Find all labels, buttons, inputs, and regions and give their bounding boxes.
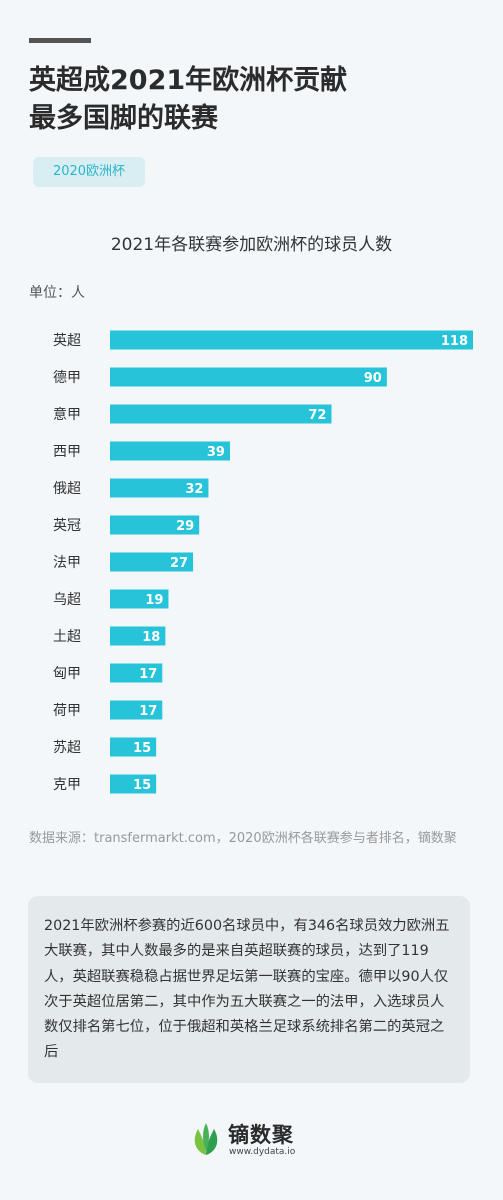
bar-value-label: 29 (176, 519, 194, 534)
category-label: 克甲 (53, 777, 81, 793)
category-label: 德甲 (53, 370, 81, 386)
bar[interactable] (110, 367, 387, 387)
brand-logo: 镝数聚 www.dydata.io (190, 1119, 320, 1163)
source-note: 数据来源：transfermarkt.com，2020欧洲杯各联赛参与者排名，镝… (29, 831, 457, 846)
bar[interactable] (110, 552, 194, 572)
bar[interactable] (110, 441, 230, 461)
bar[interactable] (110, 589, 169, 609)
bar-value-label: 27 (170, 556, 188, 571)
bar-value-label: 90 (364, 371, 382, 386)
top-rule (29, 38, 91, 43)
bar-value-label: 32 (185, 482, 203, 497)
bar[interactable] (110, 663, 163, 683)
bar[interactable] (110, 515, 200, 535)
bar[interactable] (110, 737, 157, 757)
category-label: 英超 (53, 332, 81, 349)
category-label: 荷甲 (53, 703, 81, 719)
bar[interactable] (110, 774, 157, 794)
title-line-1: 英超成2021年欧洲杯贡献 (29, 65, 348, 96)
page-title: 英超成2021年欧洲杯贡献 最多国脚的联赛 (29, 62, 479, 138)
bar-value-label: 15 (133, 778, 151, 793)
category-label: 俄超 (53, 481, 81, 497)
category-label: 乌超 (53, 592, 81, 608)
bar-value-label: 118 (441, 334, 468, 349)
bar-chart: 英超 118 德甲 90 意甲 72 西甲 39 俄超 32 英冠 29 法甲 27 乌超 19 土超 18 匈甲 1… (53, 330, 473, 794)
bar[interactable] (110, 478, 209, 498)
bar-value-label: 18 (142, 630, 160, 645)
unit-label: 单位：人 (29, 285, 85, 301)
bar-value-label: 39 (207, 445, 225, 460)
bar[interactable] (110, 330, 473, 350)
bar-value-label: 17 (139, 704, 157, 719)
title-line-2: 最多国脚的联赛 (29, 103, 218, 134)
brand-site: www.dydata.io (229, 1147, 296, 1157)
bar[interactable] (110, 700, 163, 720)
bar-value-label: 15 (133, 741, 151, 756)
bar[interactable] (110, 404, 332, 424)
summary-box: 2021年欧洲杯参赛的近600名球员中，有346名球员效力欧洲五大联赛，其中人数… (28, 896, 470, 1083)
category-label: 法甲 (53, 555, 81, 571)
category-label: 英冠 (53, 517, 81, 534)
topic-tag[interactable]: 2020欧洲杯 (33, 157, 145, 187)
summary-text: 2021年欧洲杯参赛的近600名球员中，有346名球员效力欧洲五大联赛，其中人数… (44, 918, 450, 1061)
category-label: 西甲 (53, 444, 81, 460)
category-label: 苏超 (53, 740, 81, 756)
bar-value-label: 72 (308, 408, 326, 423)
leaf-logo-icon (194, 1123, 218, 1155)
bar-value-label: 19 (145, 593, 163, 608)
bar-value-label: 17 (139, 667, 157, 682)
category-label: 匈甲 (53, 666, 81, 682)
category-label: 意甲 (53, 406, 81, 423)
chart-title: 2021年各联赛参加欧洲杯的球员人数 (110, 235, 393, 255)
brand-name: 镝数聚 (228, 1123, 294, 1147)
bar[interactable] (110, 626, 166, 646)
category-label: 土超 (53, 629, 81, 645)
